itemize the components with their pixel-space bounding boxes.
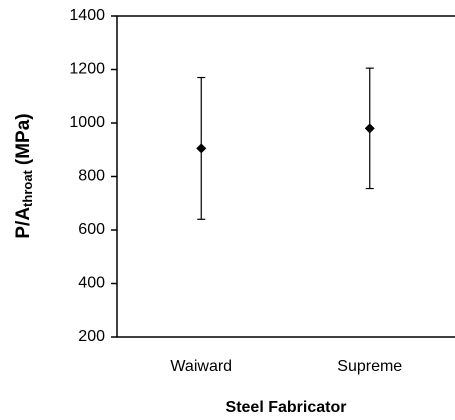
marker [364,123,375,134]
x-tick-label: Supreme [337,358,402,375]
y-tick-label: 1000 [69,114,105,131]
y-tick-label: 800 [78,168,105,185]
y-tick-label: 600 [78,221,105,238]
y-label-main: P/A [13,207,34,239]
x-axis-label: Steel Fabricator [226,399,347,416]
marker [196,143,207,154]
y-tick-label: 400 [78,275,105,292]
y-label-sub: throat [20,169,35,207]
y-label-unit: (MPa) [13,113,34,165]
x-tick-label: Waiward [170,358,232,375]
plot-frame [116,15,455,338]
y-tick-label: 1200 [69,61,105,78]
y-tick-label: 1400 [69,7,105,24]
y-tick-label: 200 [78,328,105,345]
y-axis-label: P/Athroat (MPa) [13,113,35,238]
